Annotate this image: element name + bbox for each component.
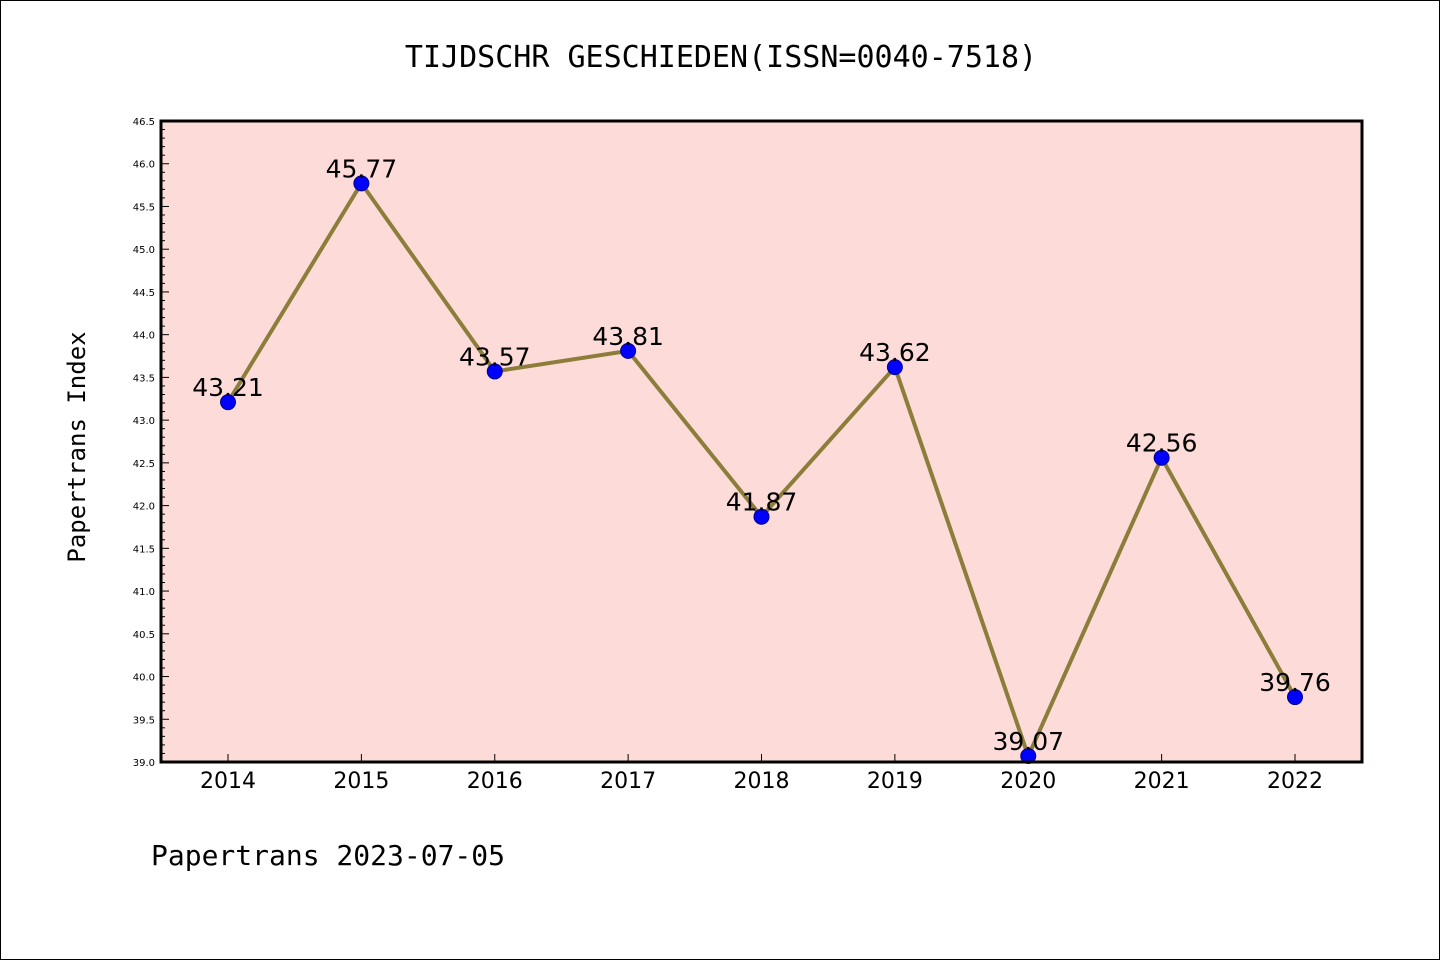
x-tick-label: 2020 xyxy=(1000,769,1056,794)
y-tick-label: 46.0 xyxy=(133,160,155,171)
y-tick-label: 42.5 xyxy=(133,459,155,470)
x-tick-label: 2019 xyxy=(867,769,923,794)
y-tick-label: 40.0 xyxy=(133,673,155,684)
data-label: 43.62 xyxy=(859,338,931,367)
y-axis-ticks: 39.0 39.5 40.0 40.5 41.0 41.5 42.0 42.5 43.0 43.5… xyxy=(133,117,169,769)
data-point xyxy=(220,394,236,411)
data-label: 43.81 xyxy=(592,322,664,351)
data-label: 42.56 xyxy=(1126,429,1198,458)
data-label: 39.07 xyxy=(992,727,1064,756)
x-tick-label: 2017 xyxy=(600,769,656,794)
data-point xyxy=(620,342,637,359)
y-tick-label: 43.0 xyxy=(133,416,155,427)
chart-title: TIJDSCHR GESCHIEDEN(ISSN=0040-7518) xyxy=(405,40,1037,75)
footer-text: Papertrans 2023-07-05 xyxy=(151,839,505,872)
data-point xyxy=(1287,689,1303,706)
data-point xyxy=(1020,748,1037,765)
x-tick-label: 2016 xyxy=(467,769,523,794)
data-point xyxy=(1153,449,1170,466)
y-tick-label: 42.0 xyxy=(133,502,155,513)
data-markers xyxy=(220,175,1303,765)
x-tick-label: 2021 xyxy=(1134,769,1190,794)
y-tick-label: 39.5 xyxy=(133,715,155,726)
y-tick-label: 44.5 xyxy=(133,288,155,299)
y-tick-label: 41.0 xyxy=(133,587,155,598)
data-label: 43.21 xyxy=(192,373,264,402)
x-axis-ticks: 2014 2015 2016 2017 2018 2019 2020 2021 2022 xyxy=(200,754,1323,794)
data-label: 39.76 xyxy=(1259,668,1331,697)
y-tick-label: 41.5 xyxy=(133,544,155,555)
y-tick-label: 45.5 xyxy=(133,202,155,213)
x-tick-label: 2018 xyxy=(734,769,790,794)
data-point xyxy=(753,508,770,525)
y-tick-label: 46.5 xyxy=(133,117,155,128)
y-tick-label: 43.5 xyxy=(133,373,155,384)
data-labels: 43.21 45.77 43.57 43.81 41.87 43.62 39.07 42.56… xyxy=(192,154,1331,756)
y-axis-label: Papertrans Index xyxy=(63,331,91,562)
data-point xyxy=(353,175,370,192)
plot-border xyxy=(159,119,1364,764)
y-tick-label: 44.0 xyxy=(133,331,155,342)
x-tick-label: 2014 xyxy=(200,769,256,794)
data-label: 41.87 xyxy=(726,488,798,517)
data-label: 45.77 xyxy=(326,154,398,183)
data-point xyxy=(886,359,903,376)
y-tick-label: 45.0 xyxy=(133,245,155,256)
x-tick-label: 2015 xyxy=(333,769,389,794)
plot-area xyxy=(161,121,1362,762)
x-tick-label: 2022 xyxy=(1267,769,1323,794)
data-label: 43.57 xyxy=(459,342,531,371)
data-point xyxy=(486,363,503,380)
y-tick-label: 40.5 xyxy=(133,630,155,641)
y-tick-label: 39.0 xyxy=(133,758,155,769)
